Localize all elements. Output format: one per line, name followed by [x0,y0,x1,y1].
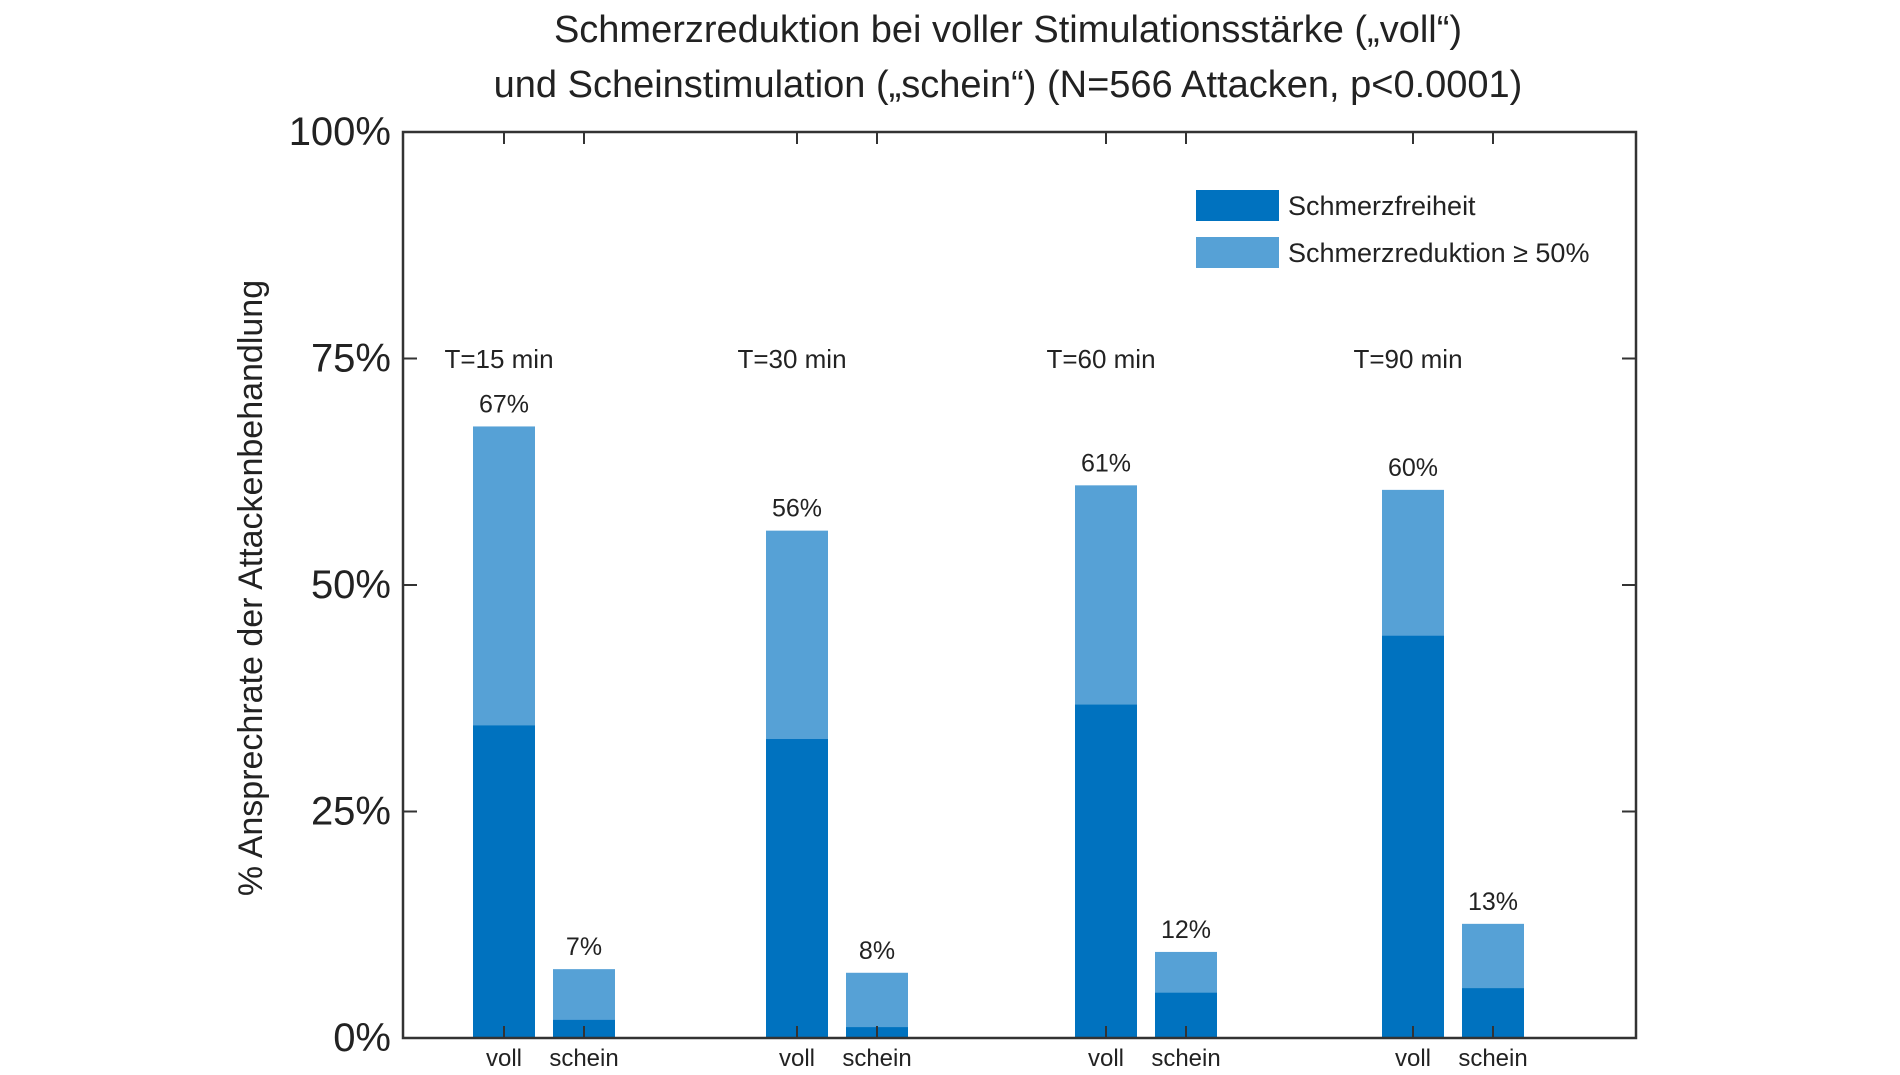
data-label: 7% [566,933,602,961]
y-tick-label: 25% [311,790,391,834]
bars-layer [473,426,1524,1039]
x-tick-label: voll [779,1045,815,1070]
bar-schmerzfreiheit [1075,704,1137,1038]
x-tick-label: schein [842,1045,911,1070]
chart-title-line-1: Schmerzreduktion bei voller Stimulations… [554,9,1462,51]
legend-label: Schmerzfreiheit [1288,191,1476,221]
data-label: 60% [1388,454,1438,482]
chart-title: Schmerzreduktion bei voller Stimulations… [494,9,1523,106]
y-axis-label: % Ansprechrate der Attackenbehandlung [232,280,270,896]
data-label: 8% [859,937,895,965]
group-label: T=60 min [1046,344,1155,374]
data-label: 13% [1468,888,1518,916]
bar-schmerzfreiheit [1382,635,1444,1038]
text-labels: 0% 25% 50% 75% 100% T=15 min 67% voll 7% schein T=… [289,110,1528,1072]
x-tick-label: schein [1151,1045,1220,1070]
bar-schmerzfreiheit [766,739,828,1038]
legend-swatch [1196,190,1279,221]
y-tick-label: 75% [311,337,391,381]
y-tick-label: 0% [333,1016,391,1060]
group-label: T=30 min [737,344,846,374]
legend: Schmerzfreiheit Schmerzreduktion ≥ 50% [1196,190,1589,268]
x-tick-label: schein [549,1045,618,1070]
data-label: 56% [772,495,822,523]
axis-ticks [403,131,1636,1039]
x-tick-label: voll [1395,1045,1431,1070]
bar-schmerzfreiheit [473,725,535,1038]
group-label: T=15 min [444,344,553,374]
y-tick-label: 100% [289,110,391,154]
data-label: 12% [1161,916,1211,944]
data-label: 61% [1081,449,1131,477]
x-tick-label: schein [1458,1045,1527,1070]
y-tick-label: 50% [311,563,391,607]
legend-label: Schmerzreduktion ≥ 50% [1288,238,1589,268]
chart-title-line-2: und Scheinstimulation („schein“) (N=566 … [494,64,1523,106]
data-label: 67% [479,390,529,418]
x-tick-label: voll [1088,1045,1124,1070]
group-label: T=90 min [1353,344,1462,374]
x-tick-label: voll [486,1045,522,1070]
legend-swatch [1196,237,1279,268]
